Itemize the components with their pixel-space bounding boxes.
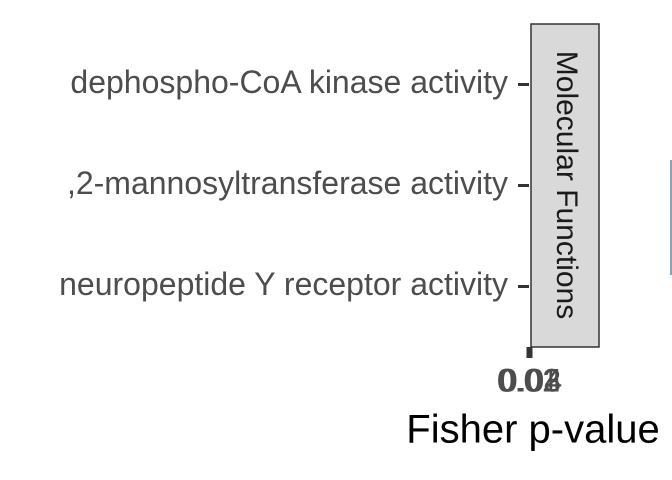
facet-strip (530, 23, 600, 348)
y-tick-label: neuropeptide Y receptor activity (59, 266, 508, 302)
x-tick-label: 0.01 (497, 362, 559, 398)
x-tick-label: 0.02 (498, 362, 560, 398)
y-tick-label: ,2-mannosyltransferase activity (67, 165, 508, 201)
y-tick-label: dephospho-CoA kinase activity (70, 64, 508, 100)
facet-label: Molecular Functions (550, 51, 583, 319)
x-tick-label: 0.03 (499, 362, 561, 398)
legend-sliver (670, 160, 672, 275)
x-axis-title: Fisher p-value (406, 408, 659, 452)
x-tick-label: 0.04 (500, 362, 562, 398)
